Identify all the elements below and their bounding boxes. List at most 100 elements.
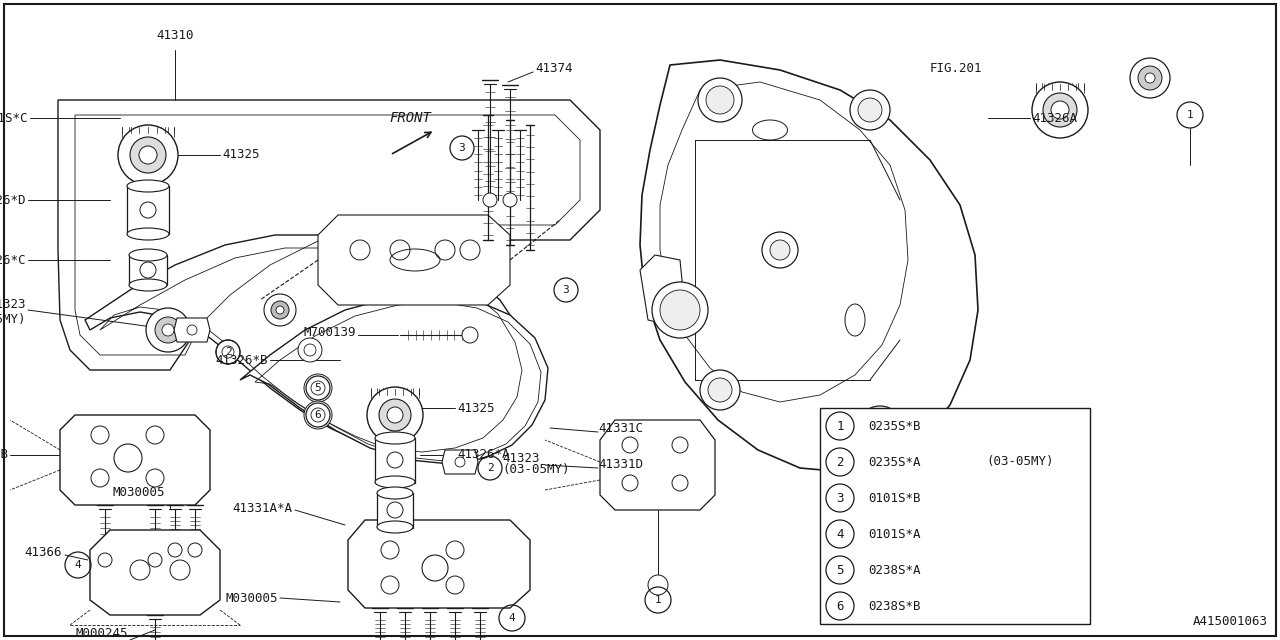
Circle shape — [118, 125, 178, 185]
Bar — [127, 186, 169, 234]
Circle shape — [387, 452, 403, 468]
Text: 2: 2 — [836, 456, 844, 468]
Circle shape — [856, 406, 904, 454]
Polygon shape — [90, 530, 220, 615]
Text: 41374: 41374 — [535, 61, 572, 74]
Text: (03-05MY): (03-05MY) — [986, 456, 1053, 468]
Ellipse shape — [129, 249, 166, 261]
Polygon shape — [241, 295, 548, 464]
Circle shape — [1051, 101, 1069, 119]
Circle shape — [305, 374, 332, 402]
Circle shape — [305, 344, 316, 356]
Text: 41323: 41323 — [502, 451, 539, 465]
Text: 5: 5 — [315, 383, 321, 393]
Circle shape — [387, 407, 403, 423]
Circle shape — [850, 90, 890, 130]
Circle shape — [698, 78, 742, 122]
Text: 2: 2 — [486, 463, 493, 473]
Circle shape — [1032, 82, 1088, 138]
Polygon shape — [60, 415, 210, 505]
Circle shape — [483, 193, 497, 207]
Text: 0101S*B: 0101S*B — [868, 492, 920, 504]
Circle shape — [1043, 93, 1076, 127]
Text: 41323: 41323 — [0, 298, 26, 312]
Bar — [820, 408, 1091, 624]
Circle shape — [379, 399, 411, 431]
Circle shape — [1138, 66, 1162, 90]
Text: M030005: M030005 — [225, 591, 278, 605]
Text: FIG.201: FIG.201 — [931, 61, 983, 74]
Polygon shape — [348, 520, 530, 608]
Circle shape — [700, 370, 740, 410]
Text: 41326*D: 41326*D — [0, 193, 26, 207]
Text: 41326*C: 41326*C — [0, 253, 26, 266]
Ellipse shape — [375, 432, 415, 444]
Text: 0238S*B: 0238S*B — [868, 600, 920, 612]
Circle shape — [155, 317, 180, 343]
Text: 41310: 41310 — [156, 29, 193, 42]
Text: 41331A*A: 41331A*A — [232, 502, 292, 515]
Text: 3: 3 — [563, 285, 570, 295]
Polygon shape — [640, 255, 685, 325]
Ellipse shape — [378, 521, 413, 533]
Text: 41331A*B: 41331A*B — [0, 449, 8, 461]
Circle shape — [311, 408, 325, 422]
Polygon shape — [174, 318, 210, 342]
Polygon shape — [640, 60, 978, 472]
Text: 6: 6 — [315, 410, 321, 420]
Text: 41366: 41366 — [24, 545, 61, 559]
Text: 41326A: 41326A — [1032, 111, 1076, 125]
Circle shape — [1130, 58, 1170, 98]
Circle shape — [148, 553, 163, 567]
Text: 0238S*A: 0238S*A — [868, 563, 920, 577]
Circle shape — [858, 98, 882, 122]
Circle shape — [216, 340, 241, 364]
Ellipse shape — [378, 487, 413, 499]
Text: 5: 5 — [836, 563, 844, 577]
Circle shape — [188, 543, 202, 557]
Polygon shape — [317, 215, 509, 305]
Circle shape — [462, 327, 477, 343]
Polygon shape — [442, 450, 477, 474]
Text: M700139: M700139 — [303, 326, 356, 339]
Text: 41326*B: 41326*B — [215, 353, 268, 367]
Circle shape — [1146, 73, 1155, 83]
Text: 0235S*B: 0235S*B — [868, 419, 920, 433]
Circle shape — [771, 240, 790, 260]
Circle shape — [503, 193, 517, 207]
Text: 41325: 41325 — [457, 401, 494, 415]
Text: 41331D: 41331D — [598, 458, 643, 472]
Circle shape — [140, 202, 156, 218]
Text: (03-05MY): (03-05MY) — [0, 314, 26, 326]
Text: M030005: M030005 — [113, 486, 165, 499]
Text: 1: 1 — [1187, 110, 1193, 120]
Text: 41325: 41325 — [221, 148, 260, 161]
Circle shape — [648, 575, 668, 595]
Text: 4: 4 — [508, 613, 516, 623]
Circle shape — [168, 543, 182, 557]
Text: 41331C: 41331C — [598, 422, 643, 435]
Circle shape — [367, 387, 422, 443]
Bar — [378, 493, 413, 528]
Text: 1: 1 — [654, 595, 662, 605]
Text: 41326*A: 41326*A — [457, 449, 509, 461]
Circle shape — [305, 401, 332, 429]
Circle shape — [131, 137, 166, 173]
Text: 1: 1 — [836, 419, 844, 433]
Text: 2: 2 — [224, 347, 232, 357]
Circle shape — [864, 414, 896, 446]
Circle shape — [99, 553, 113, 567]
Circle shape — [264, 294, 296, 326]
Text: 4: 4 — [74, 560, 82, 570]
Circle shape — [387, 502, 403, 518]
Ellipse shape — [375, 476, 415, 488]
Circle shape — [660, 290, 700, 330]
Circle shape — [708, 378, 732, 402]
Polygon shape — [84, 235, 530, 455]
Circle shape — [707, 86, 733, 114]
Text: 3: 3 — [836, 492, 844, 504]
Text: 6: 6 — [836, 600, 844, 612]
Text: FRONT: FRONT — [389, 111, 431, 125]
Circle shape — [298, 338, 323, 362]
Polygon shape — [58, 100, 600, 370]
